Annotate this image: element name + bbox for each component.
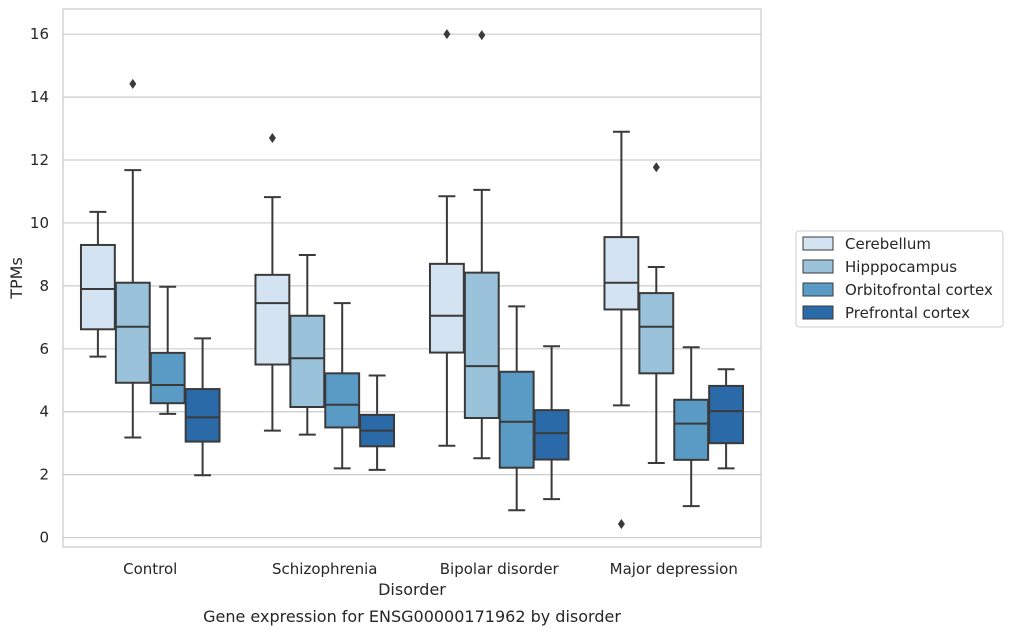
y-tick-label: 8 (39, 277, 49, 295)
outlier-point (129, 78, 137, 89)
outlier-point (617, 519, 625, 530)
y-tick-label: 0 (39, 529, 49, 547)
y-tick-label: 6 (39, 340, 49, 358)
box-group (428, 29, 465, 447)
outlier-point (268, 132, 276, 143)
box-group (254, 132, 291, 432)
box-group (673, 346, 710, 508)
box (428, 262, 465, 354)
box-group (638, 162, 675, 464)
box (673, 398, 710, 461)
box (289, 314, 326, 408)
outlier-point (443, 29, 451, 40)
box-group (324, 302, 361, 470)
outlier-point (478, 30, 486, 41)
legend: Cerebellum Hipppocampus Orbitofrontal cort… (795, 230, 1004, 328)
y-tick-label: 14 (30, 88, 49, 106)
box-series (79, 29, 745, 530)
y-tick-labels: 0 2 4 6 8 10 12 14 16 (30, 25, 49, 546)
x-tick-label: Major depression (610, 560, 738, 578)
legend-label: Prefrontal cortex (845, 304, 970, 322)
box (254, 273, 291, 366)
x-tick-labels: Control Schizophrenia Bipolar disorder Majo… (123, 560, 738, 578)
outlier-point (652, 162, 660, 173)
box (638, 292, 675, 375)
box-group (498, 305, 535, 512)
legend-frame (795, 230, 1004, 328)
y-axis-title: TPMs (7, 257, 26, 300)
x-tick-label: Schizophrenia (272, 560, 377, 578)
legend-label: Orbitofrontal cortex (845, 281, 993, 299)
box (184, 388, 221, 443)
legend-swatch (802, 282, 834, 297)
box (603, 236, 640, 311)
y-tick-label: 12 (30, 151, 49, 169)
box (149, 351, 186, 405)
y-tick-label: 2 (39, 466, 49, 484)
legend-swatch (802, 236, 834, 251)
box (114, 281, 151, 384)
box-group (149, 285, 186, 415)
box-group (533, 345, 570, 501)
box-group (79, 210, 116, 358)
box (708, 384, 745, 445)
plot-frame (62, 8, 762, 548)
legend-swatch (802, 259, 834, 274)
box-group (114, 78, 151, 439)
x-tick-label: Bipolar disorder (440, 560, 560, 578)
y-tick-label: 4 (39, 403, 49, 421)
legend-swatch (802, 305, 834, 320)
legend-label: Cerebellum (845, 235, 931, 253)
box-group (184, 337, 221, 477)
x-tick-label: Control (123, 560, 177, 578)
grid-lines (63, 33, 761, 539)
box (324, 372, 361, 429)
box-group (359, 374, 396, 471)
box (463, 271, 500, 420)
box (533, 409, 570, 461)
box-group (603, 130, 640, 530)
box (79, 243, 116, 331)
y-tick-label: 10 (30, 214, 49, 232)
y-tick-label: 16 (30, 25, 49, 43)
box-group (463, 30, 500, 460)
box-group (708, 368, 745, 470)
x-axis-title: Disorder (378, 580, 446, 599)
legend-label: Hipppocampus (845, 258, 957, 276)
box (498, 370, 535, 469)
box-group (289, 254, 326, 436)
chart-title: Gene expression for ENSG00000171962 by d… (203, 607, 621, 626)
